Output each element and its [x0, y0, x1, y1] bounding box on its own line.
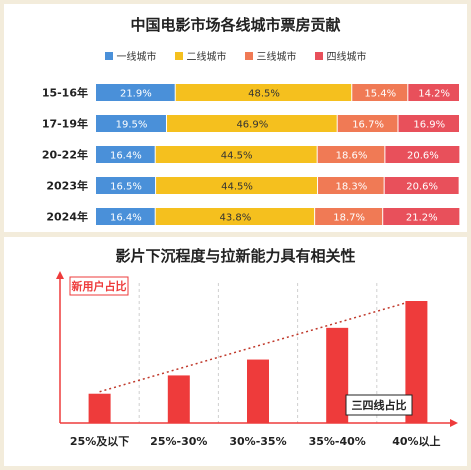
legend-swatch-tier1 — [104, 51, 113, 60]
x-tick-label: 40%以上 — [392, 434, 440, 448]
legend-label-tier1: 一线城市 — [116, 52, 157, 63]
segment-value-label: 20.6% — [407, 151, 439, 162]
category-label: 15-16年 — [42, 86, 88, 100]
stacked-segment — [315, 208, 383, 225]
segment-value-label: 18.7% — [333, 213, 365, 224]
y-axis-label: 新用户占比 — [72, 279, 127, 293]
stacked-segment — [96, 115, 166, 132]
top-chart-title: 中国电影市场各线城市票房贡献 — [130, 16, 341, 34]
segment-value-label: 18.6% — [336, 151, 368, 162]
stacked-segment — [175, 84, 352, 101]
segment-value-label: 16.9% — [413, 120, 445, 131]
segment-value-label: 16.4% — [110, 151, 142, 162]
legend-label-tier4: 四线城市 — [326, 52, 367, 63]
legend-label-tier2: 二线城市 — [186, 52, 227, 63]
legend-item-tier4: 四线城市 — [314, 48, 367, 63]
stacked-segment — [337, 115, 398, 132]
stacked-segment — [155, 146, 317, 163]
sinking-vs-new-users-panel: 影片下沉程度与拉新能力具有相关性 25%及以下 25%-30% 30%-35% 35%… — [4, 237, 467, 466]
x-axis-arrow-icon — [450, 419, 458, 427]
stacked-segment — [384, 177, 459, 194]
segment-value-label: 43.8% — [220, 213, 252, 224]
segment-value-label: 21.2% — [406, 213, 438, 224]
legend-swatch-tier2 — [174, 51, 183, 60]
segment-value-label: 46.9% — [236, 120, 268, 131]
city-tier-box-office-panel: 中国电影市场各线城市票房贡献 一线城市 二线城市 三线城市 四线城市 15-16… — [4, 4, 467, 232]
stacked-segment — [96, 146, 155, 163]
x-axis-label-box — [345, 394, 413, 416]
stacked-segment — [317, 146, 385, 163]
stacked-bar-chart: 15-16年 21.9% 48.5% 15.4% 14.2% 17-19年 19.5% 46.… — [42, 84, 460, 225]
stacked-segment — [156, 177, 318, 194]
stacked-segment — [166, 115, 337, 132]
x-tick-label: 25%及以下 — [70, 435, 129, 448]
stacked-segment — [408, 84, 459, 101]
bar — [167, 375, 190, 423]
segment-value-label: 16.4% — [110, 213, 142, 224]
stacked-segment — [318, 177, 384, 194]
segment-value-label: 18.3% — [335, 182, 367, 193]
bar — [247, 359, 269, 423]
segment-value-label: 19.5% — [116, 120, 148, 131]
x-tick-label: 25%-30% — [150, 435, 207, 448]
segment-value-label: 14.2% — [418, 89, 450, 100]
segment-value-label: 21.9% — [120, 89, 152, 100]
x-tick-label: 35%-40% — [309, 435, 366, 448]
stacked-segment — [155, 208, 315, 225]
segment-value-label: 44.5% — [221, 151, 253, 162]
bar — [326, 327, 349, 423]
segment-value-label: 48.5% — [248, 89, 280, 100]
segment-value-label: 16.7% — [352, 120, 384, 131]
category-label: 2023年 — [46, 179, 88, 193]
stacked-segment — [385, 146, 460, 163]
stacked-segment — [352, 84, 408, 101]
top-chart-legend: 一线城市 二线城市 三线城市 四线城市 — [4, 48, 467, 63]
stacked-segment — [96, 84, 175, 101]
bar — [405, 301, 428, 423]
segment-value-label: 16.5% — [110, 182, 142, 193]
bar — [88, 393, 111, 423]
segment-value-label: 15.4% — [364, 89, 396, 100]
legend-swatch-tier3 — [244, 51, 253, 60]
trend-line — [99, 302, 406, 393]
segment-value-label: 20.6% — [406, 182, 438, 193]
stacked-segment — [383, 208, 460, 225]
legend-item-tier1: 一线城市 — [104, 48, 157, 63]
new-user-bar-chart: 25%及以下 25%-30% 30%-35% 35%-40% 40%以上 新用户占比三四线… — [56, 271, 458, 448]
category-label: 20-22年 — [42, 148, 88, 162]
legend-item-tier3: 三线城市 — [244, 48, 297, 63]
stacked-segment — [96, 208, 155, 225]
legend-item-tier2: 二线城市 — [174, 48, 227, 63]
y-axis-label-box — [69, 276, 129, 296]
category-label: 17-19年 — [42, 117, 88, 131]
segment-value-label: 44.5% — [221, 182, 253, 193]
x-axis-label: 三四线占比 — [352, 398, 407, 412]
legend-label-tier3: 三线城市 — [256, 52, 297, 63]
legend-swatch-tier4 — [314, 51, 323, 60]
category-label: 2024年 — [46, 210, 88, 224]
x-tick-label: 30%-35% — [229, 435, 286, 448]
stacked-segment — [96, 177, 156, 194]
bottom-chart-title: 影片下沉程度与拉新能力具有相关性 — [115, 247, 356, 265]
stacked-segment — [398, 115, 459, 132]
y-axis-arrow-icon — [56, 271, 64, 279]
